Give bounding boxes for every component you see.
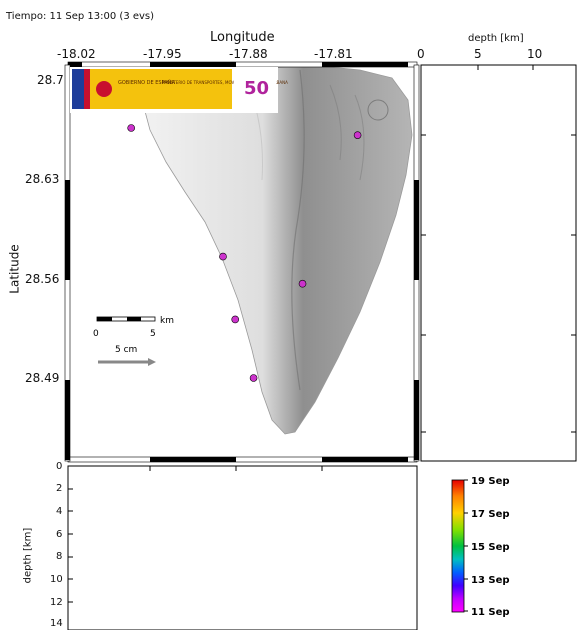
lon-tick: -17.95 [143,47,182,61]
event-marker [353,131,362,139]
logo-text-ministry: MINISTERIO DE TRANSPORTES, MOVILIDAD Y A… [162,80,288,85]
colorbar-label: 11 Sep [471,607,510,618]
lon-tick: -17.88 [229,47,268,61]
vector-scale-label: 5 cm [115,345,137,355]
depth-bottom-panel [67,465,418,630]
lat-tick: 28.49 [25,371,60,385]
depth-bottom-tick: 0 [56,461,63,472]
map-panel: GOBIERNO DE ESPAÑA MINISTERIO DE TRANSPO… [64,61,420,463]
depth-right-tick: 5 [474,47,482,61]
scale-bar-end: 5 [150,329,156,339]
time-colorbar: 19 Sep 17 Sep 15 Sep 13 Sep 11 Sep [451,476,510,618]
event-layer [127,124,362,382]
event-marker [127,124,135,132]
lon-tick: -17.81 [314,47,353,61]
depth-bottom-tick: 12 [50,597,63,608]
lat-tick: 28.7 [37,73,64,87]
depth-right-tick: 0 [417,47,425,61]
lon-tick: -18.02 [57,47,96,61]
scale-bar-start: 0 [93,329,99,339]
depth-bottom-tick: 14 [50,618,63,629]
depth-bottom-tick: 2 [56,483,63,494]
x-axis-label: Longitude [210,30,275,45]
depth-right-label: depth [km] [468,33,524,44]
colorbar-label: 13 Sep [471,575,510,586]
vector-scale: 5 cm [98,345,156,366]
event-marker [298,279,307,288]
logo-text-50: 50 [244,78,269,99]
scale-bar-unit: km [160,316,174,326]
island-shape [139,65,413,435]
colorbar-label: 17 Sep [471,509,510,520]
event-marker [219,252,227,261]
event-marker [231,315,240,324]
time-label: Tiempo: 11 Sep 13:00 (3 evs) [6,11,155,22]
depth-right-tick: 10 [527,47,543,61]
ministry-logo: GOBIERNO DE ESPAÑA MINISTERIO DE TRANSPO… [70,67,288,113]
colorbar-label: 19 Sep [471,476,510,487]
logo-text-gov: GOBIERNO DE ESPAÑA [118,79,175,86]
lat-tick: 28.56 [25,272,60,286]
event-marker [249,374,258,382]
depth-bottom-tick: 8 [56,551,63,562]
scale-bar: 0 5 km [93,316,174,339]
depth-bottom-tick: 6 [56,529,63,540]
depth-right-panel [420,64,577,462]
depth-bottom-tick: 4 [56,506,63,517]
lat-tick: 28.63 [25,172,60,186]
depth-bottom-tick: 10 [50,574,63,585]
colorbar-label: 15 Sep [471,542,510,553]
